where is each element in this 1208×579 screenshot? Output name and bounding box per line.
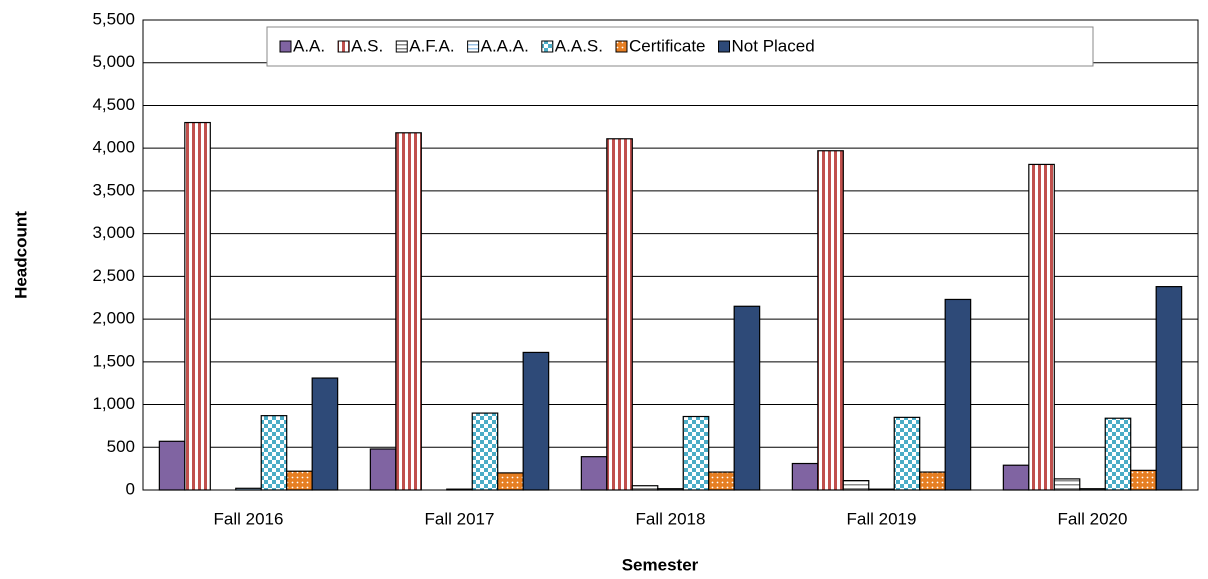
bar	[733, 305, 761, 491]
bar	[944, 298, 972, 491]
bar	[580, 456, 608, 491]
y-tick-label: 5,000	[92, 52, 135, 71]
x-tick-label: Fall 2018	[636, 509, 706, 528]
bar	[184, 121, 211, 491]
legend-swatch	[395, 40, 408, 53]
y-tick-label: 5,500	[92, 9, 135, 28]
legend-label: Certificate	[629, 36, 706, 55]
y-tick-label: 4,500	[92, 95, 135, 114]
bar	[158, 440, 186, 491]
legend-label: A.F.A.	[409, 36, 454, 55]
legend-swatch	[718, 40, 731, 53]
legend-label: A.S.	[351, 36, 383, 55]
bar	[1155, 286, 1183, 491]
legend-swatch	[467, 40, 480, 53]
bar	[842, 480, 870, 491]
y-tick-label: 2,500	[92, 266, 135, 285]
bar	[791, 462, 819, 491]
legend-swatch	[337, 40, 350, 53]
legend-label: Not Placed	[732, 36, 815, 55]
bar	[1104, 417, 1132, 491]
y-tick-label: 4,000	[92, 138, 135, 157]
x-tick-label: Fall 2017	[425, 509, 495, 528]
x-tick-label: Fall 2020	[1058, 509, 1128, 528]
legend-swatch	[615, 40, 628, 53]
y-tick-label: 0	[126, 479, 135, 498]
y-tick-label: 2,000	[92, 309, 135, 328]
bar	[817, 150, 844, 491]
bar	[522, 351, 550, 491]
y-tick-label: 500	[107, 437, 135, 456]
bar	[1002, 464, 1030, 491]
y-axis-title: Headcount	[11, 211, 30, 299]
legend-label: A.A.S.	[555, 36, 603, 55]
plot-frame	[142, 19, 1199, 491]
bar	[369, 448, 397, 491]
bar	[708, 471, 735, 491]
legend-label: A.A.A.	[481, 36, 529, 55]
bar	[919, 471, 946, 491]
bar	[682, 415, 710, 491]
bar	[1053, 478, 1081, 491]
legend-label: A.A.	[293, 36, 325, 55]
legend-swatch	[541, 40, 554, 53]
bar	[260, 415, 288, 491]
bar	[311, 377, 339, 491]
x-tick-label: Fall 2016	[214, 509, 284, 528]
bar	[1028, 163, 1055, 491]
bar	[631, 485, 659, 491]
y-tick-label: 1,000	[92, 394, 135, 413]
bar	[286, 470, 313, 491]
y-tick-label: 3,500	[92, 180, 135, 199]
bar	[893, 416, 921, 491]
bar	[497, 472, 524, 491]
x-axis-title: Semester	[622, 555, 699, 574]
y-tick-label: 3,000	[92, 223, 135, 242]
bar	[395, 132, 422, 491]
x-tick-label: Fall 2019	[847, 509, 917, 528]
bar	[606, 138, 633, 491]
bar	[1130, 469, 1157, 491]
y-tick-label: 1,500	[92, 351, 135, 370]
bar	[471, 412, 499, 491]
legend-swatch	[279, 40, 292, 53]
